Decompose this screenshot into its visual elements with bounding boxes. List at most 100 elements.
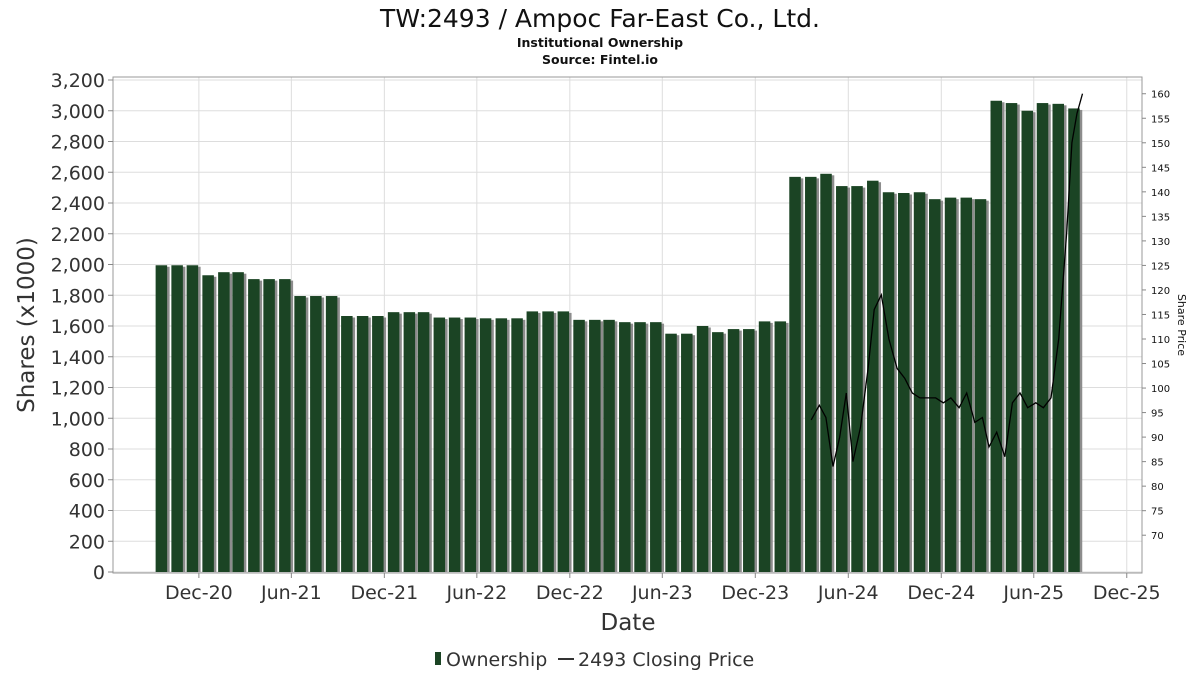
ownership-bar [898, 193, 910, 572]
y-tick-label: 2,400 [51, 193, 105, 215]
ownership-bar [944, 197, 957, 572]
chart-title: TW:2493 / Ampoc Far-East Co., Ltd. [379, 4, 820, 33]
y2-tick-label: 130 [1151, 237, 1170, 248]
y2-tick-label: 90 [1151, 433, 1164, 444]
y2-tick-label: 140 [1151, 188, 1170, 199]
axes: 0 200 400 600 800 1,000 1,200 1,400 1,600 1,800 2,… [51, 70, 1171, 604]
ownership-bar [464, 317, 477, 572]
y-tick-label: 1,200 [51, 378, 105, 400]
ownership-bar [341, 316, 353, 572]
ownership-bar [279, 279, 291, 572]
ownership-bar [882, 192, 895, 573]
y-tick-label: 0 [93, 562, 105, 584]
y2-tick-label: 155 [1151, 114, 1170, 125]
ownership-bar [372, 316, 384, 572]
x-tick-label: Dec-20 [165, 582, 233, 604]
ownership-bar [526, 311, 539, 572]
ownership-bar [743, 329, 755, 572]
y2-tick-label: 120 [1151, 286, 1170, 297]
ownership-bar [727, 329, 740, 572]
ownership-bar [433, 317, 446, 572]
x-tick-label: Jun-22 [445, 582, 507, 604]
ownership-bar [263, 279, 275, 572]
ownership-bar [417, 312, 430, 572]
plot-frame [112, 76, 1143, 574]
y2-tick-label: 75 [1151, 507, 1164, 518]
x-tick-label: Dec-23 [721, 582, 789, 604]
x-tick-label: Dec-22 [536, 582, 604, 604]
ownership-bar [511, 318, 523, 572]
y2-tick-label: 70 [1151, 531, 1164, 542]
y-tick-label: 1,000 [51, 408, 105, 430]
y-tick-label: 200 [69, 531, 105, 553]
ownership-bar [774, 321, 787, 572]
x-tick-label: Dec-24 [907, 582, 975, 604]
ownership-bar [696, 326, 709, 572]
legend-price-label: 2493 Closing Price [578, 649, 754, 671]
ownership-bar [310, 296, 322, 572]
chart-source: Source: Fintel.io [542, 52, 658, 67]
ownership-bar [681, 333, 693, 572]
y2-tick-label: 145 [1151, 163, 1170, 174]
y2-tick-label: 110 [1151, 335, 1170, 346]
ownership-bar [495, 318, 508, 572]
ownership-bar [634, 322, 646, 572]
y-tick-label: 2,800 [51, 132, 105, 154]
ownership-bar [929, 199, 941, 572]
y-tick-label: 3,200 [51, 70, 105, 92]
ownership-bar [589, 319, 601, 572]
x-tick-label: Jun-25 [1002, 582, 1064, 604]
y-tick-label: 1,400 [51, 347, 105, 369]
x-tick-label: Dec-21 [350, 582, 418, 604]
ownership-bar [356, 316, 369, 572]
y2-tick-label: 125 [1151, 261, 1170, 272]
price-line-layer [810, 93, 1084, 467]
ownership-bar [171, 265, 183, 572]
ownership-bar [805, 176, 817, 573]
ownership-bar [603, 319, 615, 572]
ownership-bar [232, 272, 244, 572]
legend: Ownership 2493 Closing Price [435, 649, 754, 671]
ownership-bar [758, 321, 771, 572]
ownership-bar [542, 311, 554, 572]
y2-tick-label: 100 [1151, 384, 1170, 395]
y-tick-label: 1,800 [51, 285, 105, 307]
legend-ownership-label: Ownership [446, 649, 547, 671]
ownership-bar [218, 272, 230, 572]
x-tick-label: Jun-23 [631, 582, 693, 604]
y2-tick-label: 115 [1151, 310, 1170, 321]
y-tick-label: 2,200 [51, 224, 105, 246]
y2-tick-label: 150 [1151, 139, 1170, 150]
y-tick-label: 2,600 [51, 162, 105, 184]
ownership-bar [836, 186, 848, 572]
y2-tick-label: 160 [1151, 90, 1170, 101]
x-axis-title: Date [601, 610, 656, 636]
legend-ownership-swatch [435, 652, 441, 665]
ownership-bar [974, 199, 987, 572]
x-tick-label: Jun-21 [260, 582, 322, 604]
chart-subtitle: Institutional Ownership [517, 35, 683, 50]
y2-tick-label: 85 [1151, 458, 1164, 469]
y-tick-label: 400 [69, 501, 105, 523]
ownership-bar [186, 265, 199, 572]
ownership-bar [1005, 103, 1018, 572]
ownership-bar [202, 275, 214, 572]
ownership-bar [325, 296, 338, 572]
y2-tick-label: 95 [1151, 409, 1164, 420]
ownership-bar [1068, 108, 1080, 572]
ownership-bar [960, 197, 973, 572]
ownership-bar [851, 186, 863, 572]
ownership-bar [619, 322, 631, 572]
y2-axis-title: Share Price [1175, 294, 1188, 356]
ownership-bar [913, 192, 926, 573]
ownership-bars [155, 100, 1083, 573]
ownership-bar [665, 333, 677, 572]
x-tick-label: Dec-25 [1093, 582, 1161, 604]
ownership-bar [650, 322, 662, 572]
ownership-bar [867, 180, 879, 573]
y2-tick-label: 80 [1151, 482, 1164, 493]
ownership-bar [712, 332, 724, 572]
y-axis-title: Shares (x1000) [14, 237, 40, 413]
ownership-bar [448, 317, 461, 572]
